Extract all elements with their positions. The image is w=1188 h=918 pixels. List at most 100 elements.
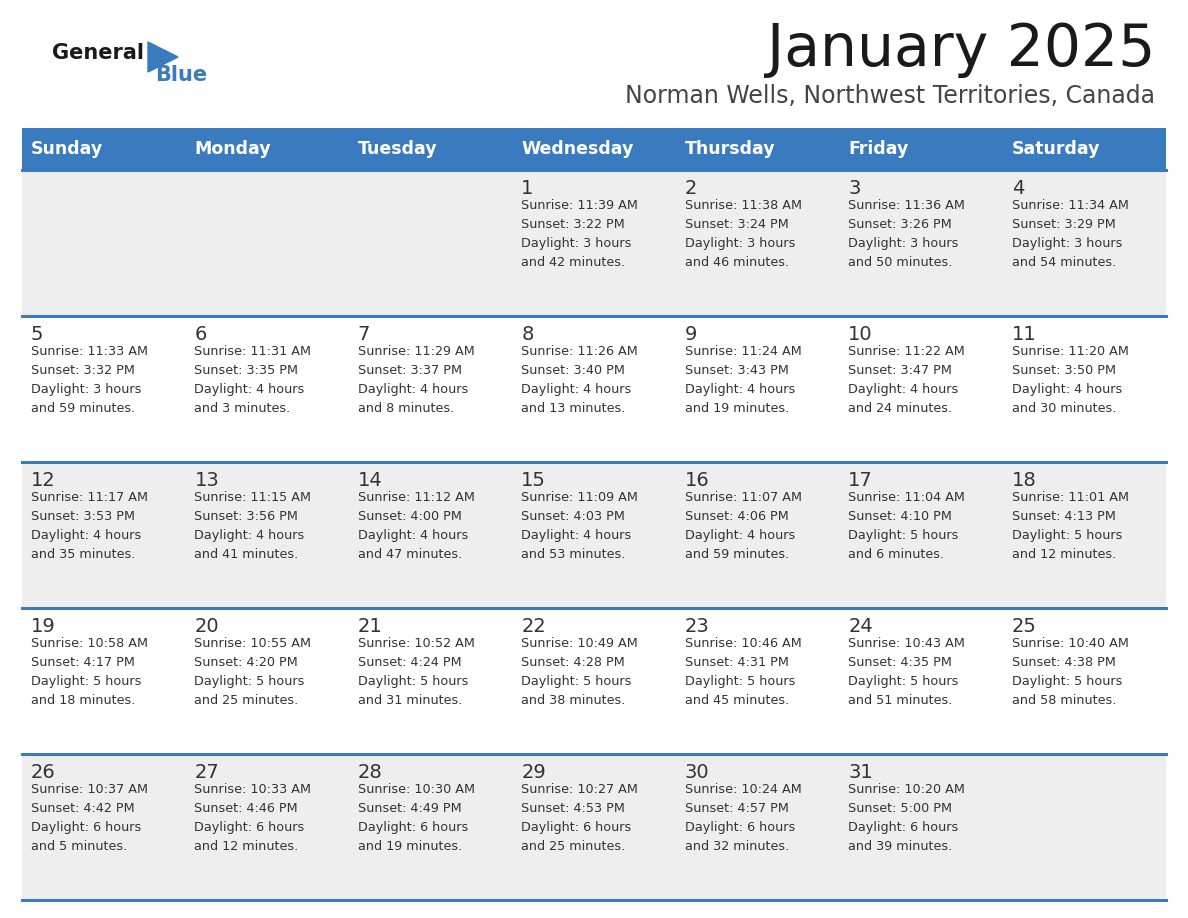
Text: 23: 23 <box>684 617 709 636</box>
Text: 17: 17 <box>848 471 873 490</box>
Bar <box>839 170 1003 316</box>
Bar <box>349 608 512 754</box>
Bar <box>23 128 185 170</box>
Text: Sunrise: 11:12 AM
Sunset: 4:00 PM
Daylight: 4 hours
and 47 minutes.: Sunrise: 11:12 AM Sunset: 4:00 PM Daylig… <box>358 491 475 561</box>
Text: Thursday: Thursday <box>684 140 776 158</box>
Text: 8: 8 <box>522 325 533 344</box>
Bar <box>185 608 349 754</box>
Text: Sunrise: 11:24 AM
Sunset: 3:43 PM
Daylight: 4 hours
and 19 minutes.: Sunrise: 11:24 AM Sunset: 3:43 PM Daylig… <box>684 345 802 415</box>
Text: Sunrise: 11:34 AM
Sunset: 3:29 PM
Daylight: 3 hours
and 54 minutes.: Sunrise: 11:34 AM Sunset: 3:29 PM Daylig… <box>1011 199 1129 269</box>
Text: Sunrise: 10:20 AM
Sunset: 5:00 PM
Daylight: 6 hours
and 39 minutes.: Sunrise: 10:20 AM Sunset: 5:00 PM Daylig… <box>848 783 965 853</box>
Text: Sunrise: 10:27 AM
Sunset: 4:53 PM
Daylight: 6 hours
and 25 minutes.: Sunrise: 10:27 AM Sunset: 4:53 PM Daylig… <box>522 783 638 853</box>
Text: 18: 18 <box>1011 471 1036 490</box>
Text: Sunrise: 10:30 AM
Sunset: 4:49 PM
Daylight: 6 hours
and 19 minutes.: Sunrise: 10:30 AM Sunset: 4:49 PM Daylig… <box>358 783 475 853</box>
Text: 5: 5 <box>31 325 44 344</box>
Bar <box>1003 608 1165 754</box>
Text: Sunrise: 10:58 AM
Sunset: 4:17 PM
Daylight: 5 hours
and 18 minutes.: Sunrise: 10:58 AM Sunset: 4:17 PM Daylig… <box>31 637 148 707</box>
Bar <box>512 754 676 900</box>
Text: January 2025: January 2025 <box>766 21 1155 79</box>
Text: Sunrise: 10:24 AM
Sunset: 4:57 PM
Daylight: 6 hours
and 32 minutes.: Sunrise: 10:24 AM Sunset: 4:57 PM Daylig… <box>684 783 802 853</box>
Bar <box>23 754 185 900</box>
Bar <box>676 608 839 754</box>
Text: 25: 25 <box>1011 617 1036 636</box>
Text: Sunrise: 11:22 AM
Sunset: 3:47 PM
Daylight: 4 hours
and 24 minutes.: Sunrise: 11:22 AM Sunset: 3:47 PM Daylig… <box>848 345 965 415</box>
Bar <box>512 128 676 170</box>
Bar <box>1003 170 1165 316</box>
Bar <box>185 128 349 170</box>
Bar <box>676 128 839 170</box>
Text: Blue: Blue <box>154 65 207 85</box>
Text: Saturday: Saturday <box>1011 140 1100 158</box>
Text: Sunrise: 11:07 AM
Sunset: 4:06 PM
Daylight: 4 hours
and 59 minutes.: Sunrise: 11:07 AM Sunset: 4:06 PM Daylig… <box>684 491 802 561</box>
Text: 7: 7 <box>358 325 371 344</box>
Bar <box>839 316 1003 462</box>
Text: Sunrise: 10:33 AM
Sunset: 4:46 PM
Daylight: 6 hours
and 12 minutes.: Sunrise: 10:33 AM Sunset: 4:46 PM Daylig… <box>195 783 311 853</box>
Text: 21: 21 <box>358 617 383 636</box>
Text: 13: 13 <box>195 471 219 490</box>
Text: 20: 20 <box>195 617 219 636</box>
Text: Sunrise: 11:39 AM
Sunset: 3:22 PM
Daylight: 3 hours
and 42 minutes.: Sunrise: 11:39 AM Sunset: 3:22 PM Daylig… <box>522 199 638 269</box>
Bar <box>185 316 349 462</box>
Text: Sunday: Sunday <box>31 140 103 158</box>
Text: 14: 14 <box>358 471 383 490</box>
Bar <box>512 608 676 754</box>
Text: 9: 9 <box>684 325 697 344</box>
Text: Sunrise: 10:52 AM
Sunset: 4:24 PM
Daylight: 5 hours
and 31 minutes.: Sunrise: 10:52 AM Sunset: 4:24 PM Daylig… <box>358 637 475 707</box>
Text: 12: 12 <box>31 471 56 490</box>
Bar <box>839 754 1003 900</box>
Text: Sunrise: 10:40 AM
Sunset: 4:38 PM
Daylight: 5 hours
and 58 minutes.: Sunrise: 10:40 AM Sunset: 4:38 PM Daylig… <box>1011 637 1129 707</box>
Bar <box>1003 754 1165 900</box>
Text: 31: 31 <box>848 763 873 782</box>
Text: Sunrise: 10:37 AM
Sunset: 4:42 PM
Daylight: 6 hours
and 5 minutes.: Sunrise: 10:37 AM Sunset: 4:42 PM Daylig… <box>31 783 148 853</box>
Text: Sunrise: 11:31 AM
Sunset: 3:35 PM
Daylight: 4 hours
and 3 minutes.: Sunrise: 11:31 AM Sunset: 3:35 PM Daylig… <box>195 345 311 415</box>
Bar <box>676 462 839 608</box>
Text: 2: 2 <box>684 179 697 198</box>
Text: Sunrise: 10:46 AM
Sunset: 4:31 PM
Daylight: 5 hours
and 45 minutes.: Sunrise: 10:46 AM Sunset: 4:31 PM Daylig… <box>684 637 802 707</box>
Text: Sunrise: 11:09 AM
Sunset: 4:03 PM
Daylight: 4 hours
and 53 minutes.: Sunrise: 11:09 AM Sunset: 4:03 PM Daylig… <box>522 491 638 561</box>
Polygon shape <box>148 42 178 72</box>
Bar <box>349 170 512 316</box>
Text: Sunrise: 11:17 AM
Sunset: 3:53 PM
Daylight: 4 hours
and 35 minutes.: Sunrise: 11:17 AM Sunset: 3:53 PM Daylig… <box>31 491 148 561</box>
Text: Sunrise: 11:26 AM
Sunset: 3:40 PM
Daylight: 4 hours
and 13 minutes.: Sunrise: 11:26 AM Sunset: 3:40 PM Daylig… <box>522 345 638 415</box>
Text: Sunrise: 11:15 AM
Sunset: 3:56 PM
Daylight: 4 hours
and 41 minutes.: Sunrise: 11:15 AM Sunset: 3:56 PM Daylig… <box>195 491 311 561</box>
Bar <box>185 170 349 316</box>
Text: 1: 1 <box>522 179 533 198</box>
Text: Sunrise: 11:33 AM
Sunset: 3:32 PM
Daylight: 3 hours
and 59 minutes.: Sunrise: 11:33 AM Sunset: 3:32 PM Daylig… <box>31 345 148 415</box>
Text: 24: 24 <box>848 617 873 636</box>
Text: Sunrise: 11:29 AM
Sunset: 3:37 PM
Daylight: 4 hours
and 8 minutes.: Sunrise: 11:29 AM Sunset: 3:37 PM Daylig… <box>358 345 475 415</box>
Text: Sunrise: 10:43 AM
Sunset: 4:35 PM
Daylight: 5 hours
and 51 minutes.: Sunrise: 10:43 AM Sunset: 4:35 PM Daylig… <box>848 637 965 707</box>
Text: 22: 22 <box>522 617 546 636</box>
Bar <box>676 316 839 462</box>
Bar <box>349 754 512 900</box>
Bar <box>839 462 1003 608</box>
Text: Sunrise: 10:49 AM
Sunset: 4:28 PM
Daylight: 5 hours
and 38 minutes.: Sunrise: 10:49 AM Sunset: 4:28 PM Daylig… <box>522 637 638 707</box>
Bar <box>676 754 839 900</box>
Text: Norman Wells, Northwest Territories, Canada: Norman Wells, Northwest Territories, Can… <box>625 84 1155 108</box>
Text: Friday: Friday <box>848 140 909 158</box>
Bar <box>839 128 1003 170</box>
Text: Wednesday: Wednesday <box>522 140 633 158</box>
Text: 16: 16 <box>684 471 709 490</box>
Bar <box>185 754 349 900</box>
Text: Sunrise: 11:38 AM
Sunset: 3:24 PM
Daylight: 3 hours
and 46 minutes.: Sunrise: 11:38 AM Sunset: 3:24 PM Daylig… <box>684 199 802 269</box>
Text: Tuesday: Tuesday <box>358 140 437 158</box>
Text: General: General <box>52 43 144 63</box>
Text: Sunrise: 10:55 AM
Sunset: 4:20 PM
Daylight: 5 hours
and 25 minutes.: Sunrise: 10:55 AM Sunset: 4:20 PM Daylig… <box>195 637 311 707</box>
Bar <box>23 316 185 462</box>
Text: 29: 29 <box>522 763 546 782</box>
Bar <box>23 462 185 608</box>
Text: 26: 26 <box>31 763 56 782</box>
Text: 6: 6 <box>195 325 207 344</box>
Bar <box>1003 128 1165 170</box>
Text: 30: 30 <box>684 763 709 782</box>
Text: 27: 27 <box>195 763 219 782</box>
Bar <box>349 462 512 608</box>
Text: 19: 19 <box>31 617 56 636</box>
Text: 11: 11 <box>1011 325 1036 344</box>
Text: 15: 15 <box>522 471 546 490</box>
Text: 4: 4 <box>1011 179 1024 198</box>
Bar <box>23 608 185 754</box>
Bar <box>512 170 676 316</box>
Text: 3: 3 <box>848 179 860 198</box>
Text: Monday: Monday <box>195 140 271 158</box>
